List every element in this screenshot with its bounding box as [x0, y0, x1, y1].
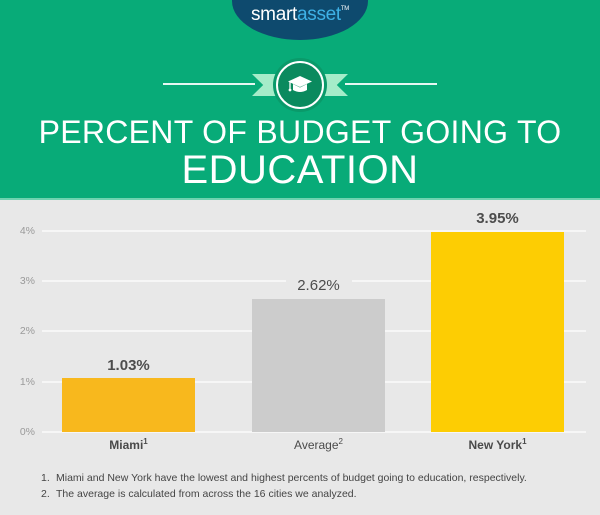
footnote-ref: 1 [522, 437, 527, 446]
y-tick-label: 4% [19, 225, 35, 237]
trademark-mark: TM [340, 6, 349, 12]
footnote-number: 2. [41, 488, 50, 500]
gridline-4 [42, 230, 586, 232]
footnotes: 1. Miami and New York have the lowest an… [41, 470, 527, 502]
category-label-new-york: New York1 [431, 437, 564, 452]
logo-smart-text: smart [250, 4, 297, 25]
value-label-bg [100, 356, 157, 376]
y-tick-label: 0% [19, 426, 35, 438]
category-name: Miami [109, 438, 144, 452]
logo-asset-text: asset [297, 4, 341, 25]
category-name: Average [294, 438, 339, 452]
category-label-miami: Miami1 [62, 437, 195, 452]
footnote-ref: 2 [338, 437, 343, 446]
footnote-text: The average is calculated from across th… [56, 488, 357, 500]
footnote-2: 2. The average is calculated from across… [41, 486, 527, 502]
value-label-bg [286, 276, 352, 296]
footnote-ref: 1 [143, 437, 148, 446]
title-line-1: PERCENT OF BUDGET GOING TO [38, 114, 562, 150]
footnote-1: 1. Miami and New York have the lowest an… [41, 470, 527, 486]
category-label-average: Average2 [252, 437, 385, 452]
bar-average [252, 299, 385, 432]
y-tick-label: 2% [19, 325, 35, 337]
y-tick-label: 1% [19, 376, 35, 388]
decorative-rule-left [163, 83, 255, 85]
bar-value-new-york: 3.95% [476, 210, 519, 227]
footnote-text: Miami and New York have the lowest and h… [56, 472, 527, 484]
bar-chart: 4% 3% 2% 1% 0% 1.03% Miami1 2.62% Averag… [0, 200, 600, 515]
decorative-rule-right [345, 83, 437, 85]
header-divider [0, 198, 600, 200]
graduation-cap-icon [288, 76, 312, 92]
y-tick-label: 3% [19, 275, 35, 287]
graduation-cap-badge [276, 61, 324, 109]
footnote-number: 1. [41, 472, 50, 484]
category-name: New York [468, 438, 523, 452]
bar-miami [62, 378, 195, 432]
gridline-0 [42, 431, 586, 433]
bar-value-average: 2.62% [297, 277, 340, 294]
logo-wordmark: smartassetTM [251, 4, 349, 26]
bar-value-miami: 1.03% [107, 357, 150, 374]
bar-new-york [431, 232, 564, 432]
title-line-2: EDUCATION [181, 148, 419, 192]
